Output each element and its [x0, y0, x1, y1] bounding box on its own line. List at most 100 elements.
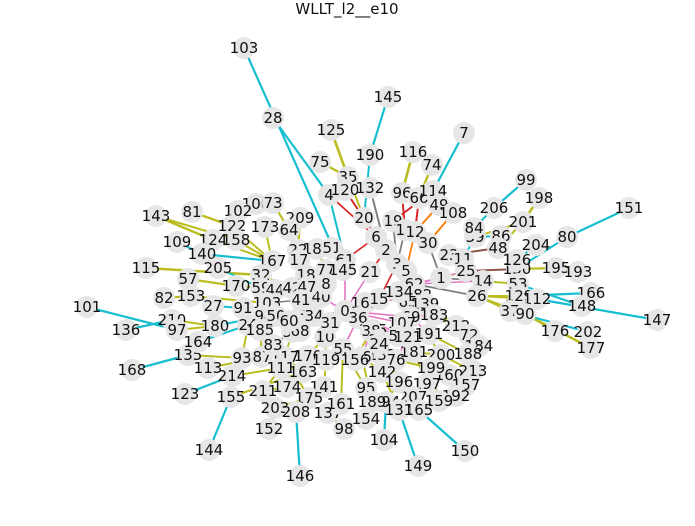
diagram-title: WLLT_l2__e10 — [295, 0, 398, 19]
node-marker — [221, 365, 243, 387]
node-label: 30 — [418, 234, 437, 252]
node-marker — [245, 193, 267, 215]
node-marker — [463, 217, 485, 239]
node-marker — [373, 429, 395, 451]
node-label: 27 — [203, 297, 222, 315]
node-marker — [544, 320, 566, 342]
node-label: 177 — [577, 339, 606, 357]
node-label: 25 — [456, 262, 475, 280]
node-marker — [166, 319, 188, 341]
node-label: 64 — [279, 221, 298, 239]
node-marker — [368, 288, 390, 310]
node-label: 108 — [439, 204, 468, 222]
node-marker — [187, 331, 209, 353]
node-label: 125 — [317, 121, 346, 139]
node-label: 57 — [178, 270, 197, 288]
node-marker — [455, 260, 477, 282]
node-marker — [359, 144, 381, 166]
node-marker — [220, 386, 242, 408]
node-marker — [145, 205, 167, 227]
node-label: 104 — [370, 431, 399, 449]
node-marker — [445, 385, 467, 407]
node-marker — [278, 219, 300, 241]
node-label: 90 — [515, 305, 534, 323]
node-label: 164 — [184, 333, 213, 351]
node-label: 126 — [503, 251, 532, 269]
node-marker — [290, 289, 312, 311]
node-label: 153 — [177, 287, 206, 305]
node-label: 99 — [516, 171, 535, 189]
node-marker — [388, 371, 410, 393]
node-marker — [315, 273, 337, 295]
node-label: 82 — [154, 289, 173, 307]
edge — [85, 305, 179, 332]
node-marker — [135, 257, 157, 279]
node-label: 168 — [118, 361, 147, 379]
node-marker — [391, 182, 413, 204]
node-label: 119 — [312, 351, 341, 369]
node-label: 123 — [171, 385, 200, 403]
node-label: 203 — [261, 399, 290, 417]
node-marker — [377, 86, 399, 108]
node-marker — [330, 393, 352, 415]
node-marker — [334, 179, 356, 201]
node-marker — [276, 376, 298, 398]
node-label: 154 — [352, 410, 381, 428]
node-label: 158 — [222, 231, 251, 249]
node-marker — [515, 169, 537, 191]
node-label: 121 — [394, 328, 423, 346]
node-label: 8 — [321, 275, 331, 293]
node-label: 136 — [112, 321, 141, 339]
node-label: 175 — [295, 389, 324, 407]
node-marker — [177, 268, 199, 290]
node-label: 151 — [615, 199, 644, 217]
node-marker — [453, 122, 475, 144]
node-label: 173 — [251, 218, 280, 236]
node-marker — [225, 275, 247, 297]
node-label: 160 — [435, 366, 464, 384]
node-label: 156 — [341, 351, 370, 369]
node-marker — [418, 323, 440, 345]
node-label: 211 — [249, 382, 278, 400]
node-marker — [309, 151, 331, 173]
node-marker — [198, 439, 220, 461]
node-marker — [528, 187, 550, 209]
node-label: 73 — [263, 194, 282, 212]
node-label: 84 — [464, 219, 483, 237]
node-marker — [197, 357, 219, 379]
node-marker — [454, 440, 476, 462]
node-marker — [567, 261, 589, 283]
node-label: 26 — [467, 287, 486, 305]
node-marker — [417, 232, 439, 254]
node-label: 15 — [369, 290, 388, 308]
node-marker — [525, 234, 547, 256]
node-label: 205 — [204, 259, 233, 277]
node-label: 103 — [230, 39, 259, 57]
node-marker — [388, 399, 410, 421]
node-marker — [442, 202, 464, 224]
node-marker — [423, 304, 445, 326]
node-label: 201 — [509, 213, 538, 231]
node-marker — [285, 401, 307, 423]
node-label: 195 — [542, 259, 571, 277]
node-marker — [292, 361, 314, 383]
node-label: 21 — [360, 263, 379, 281]
node-marker — [428, 390, 450, 412]
node-label: 193 — [564, 263, 593, 281]
node-label: 120 — [331, 181, 360, 199]
node-marker — [232, 297, 254, 319]
node-marker — [397, 326, 419, 348]
node-marker — [320, 119, 342, 141]
node-marker — [483, 197, 505, 219]
node-label: 131 — [385, 401, 414, 419]
node-marker — [258, 418, 280, 440]
node-label: 140 — [188, 245, 217, 263]
node-label: 143 — [142, 207, 171, 225]
node-marker — [332, 259, 354, 281]
node-marker — [466, 285, 488, 307]
node-label: 113 — [194, 359, 223, 377]
node-label: 145 — [329, 261, 358, 279]
node-marker — [254, 216, 276, 238]
